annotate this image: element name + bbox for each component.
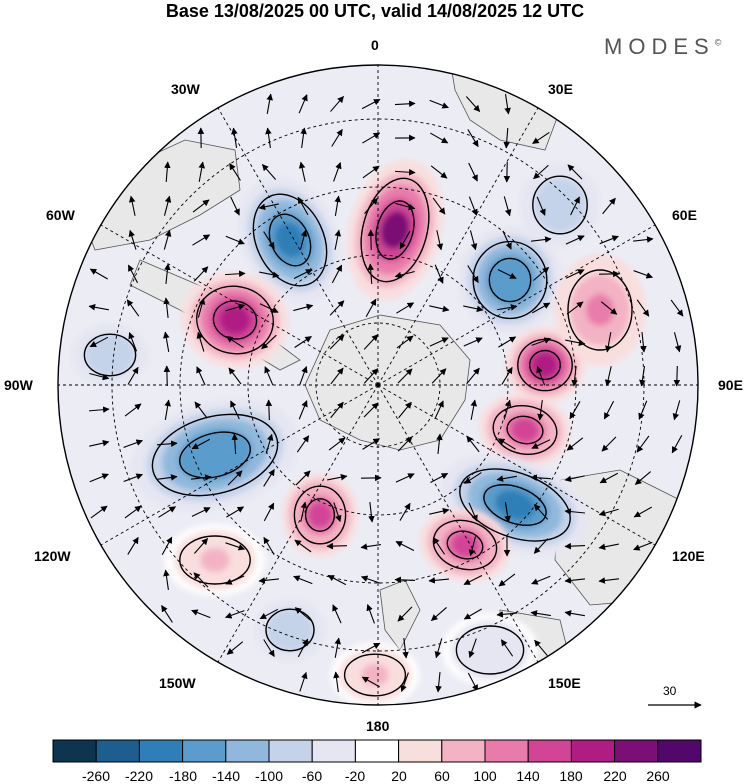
colorbar-segment [442,740,485,762]
colorbar-segment [139,740,182,762]
colorbar-segment [399,740,442,762]
lon-label-150e: 150E [548,675,581,691]
colorbar-tick: 220 [603,768,626,784]
wind-arrow [167,366,168,386]
lon-label-90w: 90W [4,377,33,393]
colorbar-segment [53,740,96,762]
colorbar-tick: 180 [559,768,582,784]
colorbar-segment [312,740,355,762]
colorbar-tick: 260 [646,768,669,784]
pole-dot [376,383,380,387]
colorbar-segment [355,740,398,762]
anomaly-blob-positive [200,548,230,572]
colorbar-segment [485,740,528,762]
lon-label-90e: 90E [718,377,743,393]
colorbar-tick: -180 [169,768,197,784]
colorbar-segment [269,740,312,762]
colorbar-tick: 140 [516,768,539,784]
anomaly-blob-positive [586,294,614,326]
colorbar-tick: 60 [434,768,450,784]
lon-label-60w: 60W [46,207,75,223]
wind-arrow [677,366,678,386]
anomaly-blob-negative [278,619,302,641]
anomaly-blob-negative [98,344,123,366]
colorbar-tick: 100 [473,768,496,784]
colorbar-segment [183,740,226,762]
colorbar-segment [615,740,658,762]
lon-label-60e: 60E [672,207,697,223]
anomaly-blob-positive [532,353,558,378]
lon-label-0: 0 [371,37,379,53]
reference-vector-label: 30 [663,684,676,698]
anomaly-blob-negative [495,264,525,295]
colorbar-tick: -260 [82,768,110,784]
colorbar-segment [96,740,139,762]
colorbar-labels: -260 -220 -180 -140 -100 -60 -20 20 60 1… [0,768,750,783]
lon-label-30w: 30W [171,81,200,97]
lon-label-30e: 30E [548,81,573,97]
anomaly-blob-negative [547,192,573,218]
colorbar-segment [528,740,571,762]
colorbar-tick: -20 [345,768,365,784]
anomaly-blob-negative [476,638,505,662]
colorbar-segment [226,740,269,762]
wind-arrow [327,546,347,547]
lon-label-150w: 150W [159,675,196,691]
colorbar-tick: -60 [302,768,322,784]
anomaly-blob-positive [361,664,388,686]
colorbar [53,740,701,762]
lon-label-180: 180 [366,718,389,734]
map-disk [40,50,720,730]
colorbar-tick: -140 [212,768,240,784]
lon-label-120w: 120W [34,548,71,564]
colorbar-tick: -220 [125,768,153,784]
colorbar-segment [571,740,614,762]
colorbar-tick: 20 [391,768,407,784]
colorbar-segment [658,740,701,762]
lon-label-120e: 120E [672,548,705,564]
colorbar-tick: -100 [255,768,283,784]
